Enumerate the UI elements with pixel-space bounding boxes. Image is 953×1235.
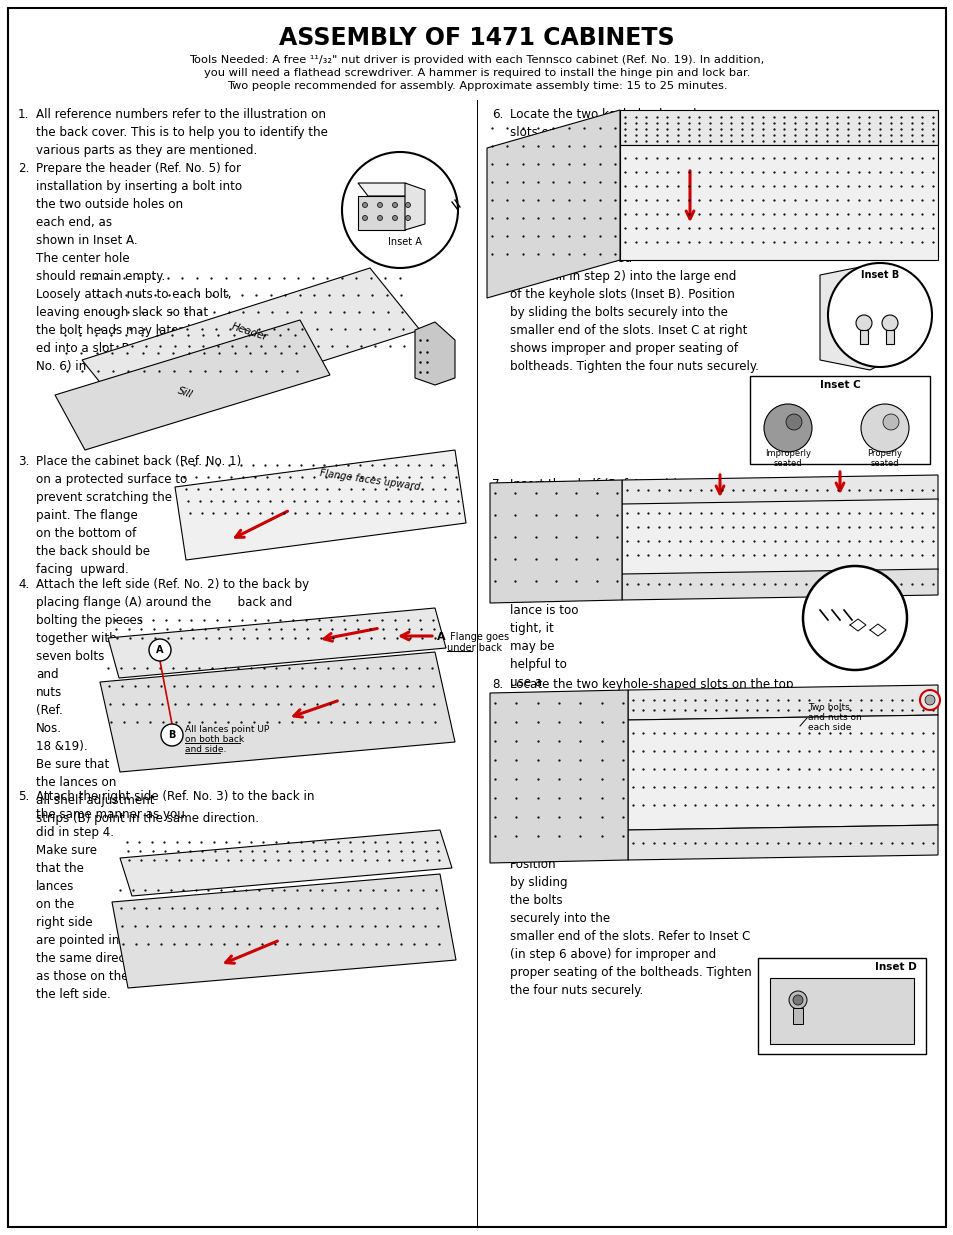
Text: under back: under back [447,643,501,653]
Text: 1.: 1. [18,107,30,121]
Text: Attach the right side (Ref. No. 3) to the back in
the same manner as you
did in : Attach the right side (Ref. No. 3) to th… [36,790,314,1002]
Text: ASSEMBLY OF 1471 CABINETS: ASSEMBLY OF 1471 CABINETS [279,26,674,49]
Text: Sill: Sill [176,385,193,400]
Circle shape [392,203,397,207]
Polygon shape [415,322,455,385]
Polygon shape [112,874,456,988]
Circle shape [405,203,410,207]
Text: Flange faces upward: Flange faces upward [318,468,420,492]
Polygon shape [100,652,455,772]
Polygon shape [627,685,937,720]
Text: Inset C: Inset C [819,380,860,390]
Polygon shape [820,266,889,370]
Circle shape [882,414,898,430]
Circle shape [882,315,897,331]
Text: 8.: 8. [492,678,502,692]
Text: A: A [156,645,164,655]
Polygon shape [619,110,937,144]
Polygon shape [621,569,937,600]
Text: 5.: 5. [18,790,30,803]
Circle shape [405,215,410,221]
Polygon shape [621,475,937,505]
Text: Two people recommended for assembly. Approximate assembly time: 15 to 25 minutes: Two people recommended for assembly. App… [227,82,726,91]
Circle shape [827,263,931,367]
Text: Properly: Properly [866,450,902,458]
Polygon shape [82,268,419,422]
Circle shape [919,690,939,710]
Text: you will need a flathead screwdriver. A hammer is required to install the hinge : you will need a flathead screwdriver. A … [204,68,749,78]
Text: on both back: on both back [185,736,244,745]
Text: 4.: 4. [18,578,30,592]
Polygon shape [627,715,937,830]
Text: and side.: and side. [185,746,226,755]
Bar [792,1008,802,1024]
Text: All lances point UP: All lances point UP [185,725,269,735]
Circle shape [802,566,906,671]
Text: Two bolts: Two bolts [807,704,849,713]
Circle shape [149,638,171,661]
Text: Attach the left side (Ref. No. 2) to the back by
placing flange (A) around the  : Attach the left side (Ref. No. 2) to the… [36,578,309,825]
Polygon shape [120,830,452,897]
Circle shape [377,203,382,207]
Circle shape [763,404,811,452]
Polygon shape [357,183,415,196]
Polygon shape [486,110,619,298]
Text: A: A [436,632,445,642]
Text: 7.: 7. [492,478,503,492]
Bar [758,958,925,1053]
Text: seated: seated [870,458,899,468]
Circle shape [362,215,367,221]
Circle shape [161,724,183,746]
Circle shape [785,414,801,430]
Text: Insert the shelf (Ref. No. 4) into the top
position on the shelf adjustment stri: Insert the shelf (Ref. No. 4) into the t… [510,478,744,743]
Text: Improperly: Improperly [764,450,810,458]
Text: Locate the two keyhole-shaped
slots on the front of
each end-panel
bottom. Attac: Locate the two keyhole-shaped slots on t… [510,107,758,373]
Text: and nuts on: and nuts on [807,714,861,722]
Circle shape [377,215,382,221]
Text: Flange goes: Flange goes [447,632,509,642]
Text: Inset B: Inset B [860,270,898,280]
Text: 6.: 6. [492,107,503,121]
Text: seated: seated [773,458,801,468]
Bar [749,375,929,464]
Text: B: B [168,730,175,740]
Polygon shape [627,825,937,860]
Circle shape [341,152,457,268]
Polygon shape [769,978,913,1044]
Polygon shape [490,480,621,603]
Text: All reference numbers refer to the illustration on
the back cover. This is to he: All reference numbers refer to the illus… [36,107,328,157]
Circle shape [788,990,806,1009]
Polygon shape [621,499,937,576]
Polygon shape [490,690,627,863]
Text: 3.: 3. [18,454,30,468]
Text: 2.: 2. [18,162,30,175]
Polygon shape [405,183,424,230]
Polygon shape [55,320,330,450]
Circle shape [392,215,397,221]
Circle shape [855,315,871,331]
Text: Locate the two keyhole-shaped slots on the top
front of each end-panel. Attach t: Locate the two keyhole-shaped slots on t… [510,678,796,997]
Bar [885,330,893,345]
Polygon shape [357,196,405,230]
Bar [859,330,867,345]
Text: Place the cabinet back (Ref. No. 1)
on a protected surface to
prevent scratching: Place the cabinet back (Ref. No. 1) on a… [36,454,241,576]
Polygon shape [619,144,937,261]
Text: Tools Needed: A free ¹¹/₃₂" nut driver is provided with each Tennsco cabinet (Re: Tools Needed: A free ¹¹/₃₂" nut driver i… [190,56,763,65]
Polygon shape [108,608,446,678]
Polygon shape [174,450,465,559]
Text: each side: each side [807,724,850,732]
Circle shape [861,404,908,452]
Circle shape [362,203,367,207]
Circle shape [792,995,802,1005]
Text: Inset D: Inset D [874,962,916,972]
Text: Inset A: Inset A [388,237,421,247]
Text: Header: Header [231,321,269,342]
Text: Prepare the header (Ref. No. 5) for
installation by inserting a bolt into
the tw: Prepare the header (Ref. No. 5) for inst… [36,162,244,373]
Circle shape [924,695,934,705]
